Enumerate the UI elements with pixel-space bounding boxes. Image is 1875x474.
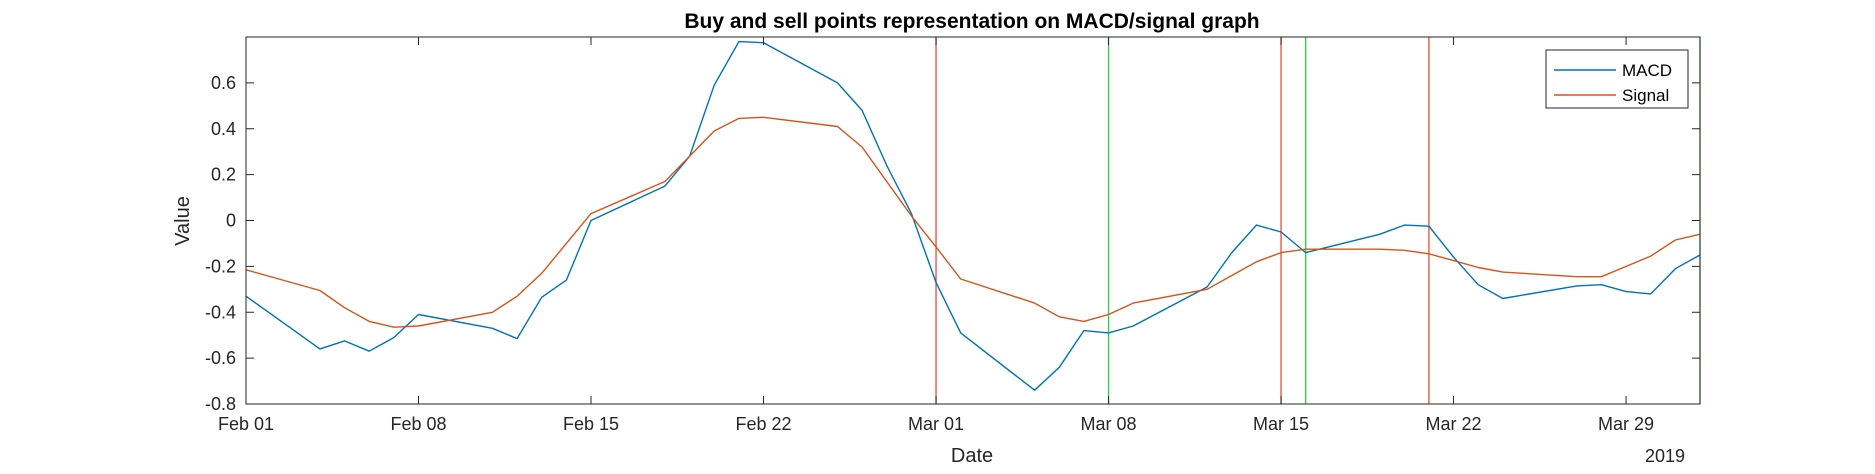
x-tick-label: Feb 08 bbox=[390, 414, 446, 434]
y-axis-title: Value bbox=[172, 196, 194, 246]
series-line-signal bbox=[246, 116, 1700, 328]
plot-area-frame bbox=[245, 36, 1701, 405]
x-tick-label: Feb 01 bbox=[218, 414, 274, 434]
y-tick-label: -0.2 bbox=[205, 256, 236, 276]
y-tick-label: 0.6 bbox=[211, 73, 236, 93]
series-lines bbox=[246, 40, 1700, 391]
x-tick-label: Feb 15 bbox=[563, 414, 619, 434]
series-line-macd bbox=[246, 40, 1700, 391]
x-tick-label: Feb 22 bbox=[736, 414, 792, 434]
legend-label-signal: Signal bbox=[1622, 86, 1669, 105]
y-tick-label: -0.4 bbox=[205, 302, 236, 322]
legend-label-macd: MACD bbox=[1622, 61, 1672, 80]
chart-title: Buy and sell points representation on MA… bbox=[684, 10, 1259, 33]
x-tick-label: Mar 29 bbox=[1598, 414, 1654, 434]
y-tick-label: -0.6 bbox=[205, 348, 236, 368]
y-tick-label: 0.4 bbox=[211, 119, 236, 139]
x-axis-ticks: Feb 01 Feb 08 Feb 15 Feb 22 Mar 01 Mar 08 Mar … bbox=[218, 37, 1654, 434]
y-tick-label: 0.2 bbox=[211, 165, 236, 185]
x-tick-label: Mar 01 bbox=[908, 414, 964, 434]
x-tick-label: Mar 08 bbox=[1081, 414, 1137, 434]
legend: MACD Signal bbox=[1545, 49, 1689, 109]
x-tick-label: Mar 22 bbox=[1426, 414, 1482, 434]
y-tick-label: -0.8 bbox=[205, 394, 236, 414]
x-axis-title: Date bbox=[951, 445, 993, 467]
y-axis-ticks: -0.8 -0.6 -0.4 -0.2 0 0.2 0.4 0.6 bbox=[205, 73, 1700, 414]
x-tick-label: Mar 15 bbox=[1253, 414, 1309, 434]
y-tick-label: 0 bbox=[226, 211, 236, 231]
x-axis-year-label: 2019 bbox=[1645, 446, 1685, 466]
legend-box bbox=[1545, 49, 1689, 109]
